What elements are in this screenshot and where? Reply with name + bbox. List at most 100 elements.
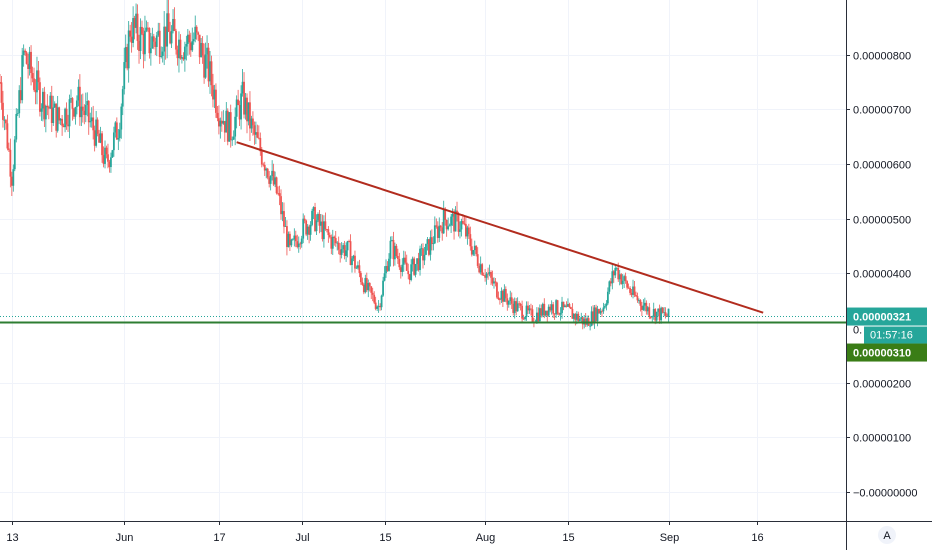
- candle-body: [223, 121, 226, 133]
- candle-body: [290, 239, 293, 246]
- candle-body: [244, 97, 247, 115]
- candle-body: [235, 99, 238, 117]
- candle-body: [620, 274, 623, 284]
- candle-body: [635, 295, 637, 297]
- candle-body: [281, 211, 284, 215]
- last-price-value: 0.00000321: [853, 312, 911, 324]
- candle-body: [614, 268, 617, 276]
- candle-body: [374, 302, 377, 309]
- candle-body: [28, 51, 31, 69]
- candle-body: [283, 211, 285, 227]
- candle-body: [371, 292, 374, 295]
- auto-scale-button[interactable]: A: [878, 526, 896, 544]
- candle-body: [56, 107, 59, 131]
- candle-body: [118, 129, 121, 139]
- candle-body: [460, 221, 463, 230]
- price-axis[interactable]: 0.00000800 0.00000700 0.00000600 0.00000500…: [846, 51, 918, 500]
- candle-body: [112, 132, 115, 151]
- candle-body: [365, 278, 368, 291]
- candle-body: [78, 86, 81, 118]
- candle-body: [501, 290, 504, 302]
- candle-body: [232, 136, 235, 140]
- time-axis[interactable]: 13 Jun 17 Jul 15 Aug 15 Sep 16: [6, 521, 764, 544]
- candle-body: [216, 112, 219, 119]
- candle-body: [256, 132, 259, 138]
- candle-body: [247, 102, 250, 122]
- candle-body: [633, 286, 636, 296]
- candle-body: [178, 39, 180, 59]
- candle-body: [173, 18, 176, 31]
- candle-body: [494, 281, 497, 283]
- candle-body: [253, 125, 256, 135]
- candle-body: [364, 278, 367, 293]
- last-price-tag: [847, 307, 927, 326]
- candle-body: [170, 31, 173, 44]
- candle-body: [463, 223, 466, 225]
- candle-body: [546, 310, 549, 316]
- price-tick-label: 0.00000800: [853, 51, 911, 63]
- candle-body: [522, 318, 525, 320]
- candle-body: [217, 118, 220, 127]
- candle-body: [64, 108, 66, 128]
- candle-body: [447, 226, 450, 230]
- candle-body: [3, 119, 6, 121]
- candle-body: [241, 81, 244, 94]
- candle-body: [417, 258, 420, 271]
- candle-body: [157, 30, 160, 36]
- candle-body: [638, 300, 640, 301]
- candle-body: [608, 281, 611, 292]
- candle-body: [306, 226, 309, 235]
- candle-body: [552, 304, 555, 314]
- time-tick-label: Sep: [660, 532, 680, 544]
- candle-body: [201, 43, 204, 56]
- candle-body: [538, 308, 541, 322]
- candle-body: [609, 281, 612, 284]
- candle-body: [651, 316, 654, 318]
- candle-body: [601, 310, 603, 312]
- candle-body: [275, 177, 278, 194]
- price-tick-label: 0.00000500: [853, 215, 911, 227]
- candle-body: [640, 305, 643, 310]
- candle-body: [451, 213, 454, 217]
- candle-body: [624, 276, 627, 282]
- candle-body: [46, 105, 49, 108]
- candle-body: [623, 276, 626, 281]
- candle-body: [265, 168, 268, 171]
- candle-body: [456, 210, 458, 215]
- candle-body: [555, 300, 558, 315]
- candle-body: [484, 275, 487, 278]
- candle-body: [604, 306, 606, 308]
- candle-body: [599, 310, 602, 314]
- candle-body: [243, 81, 245, 115]
- candle-body: [80, 106, 83, 118]
- candle-body: [142, 33, 145, 55]
- candle-body: [428, 239, 430, 255]
- candle-body: [519, 303, 522, 306]
- candle-body: [541, 303, 544, 316]
- candle-body: [139, 26, 142, 51]
- candle-body: [475, 245, 478, 255]
- price-tick-label: −0.00000000: [853, 488, 918, 500]
- candle-body: [490, 272, 492, 278]
- candle-body: [553, 313, 556, 315]
- support-level-tag: [847, 343, 927, 362]
- candle-body: [182, 57, 185, 60]
- candle-body: [346, 241, 349, 251]
- time-tick-label: Aug: [476, 532, 496, 544]
- candle-body: [50, 95, 53, 124]
- candle-body: [398, 258, 401, 268]
- candle-body: [617, 267, 620, 280]
- candle-body: [262, 164, 265, 166]
- candle-body: [383, 273, 386, 281]
- candle-body: [380, 295, 383, 308]
- time-tick-label: 17: [213, 532, 225, 544]
- candle-body: [395, 245, 398, 256]
- candle-body: [632, 286, 634, 295]
- candle-body: [535, 312, 538, 322]
- candle-body: [479, 264, 482, 273]
- candle-body: [96, 119, 99, 134]
- candle-body: [487, 273, 489, 275]
- candle-body: [450, 216, 453, 226]
